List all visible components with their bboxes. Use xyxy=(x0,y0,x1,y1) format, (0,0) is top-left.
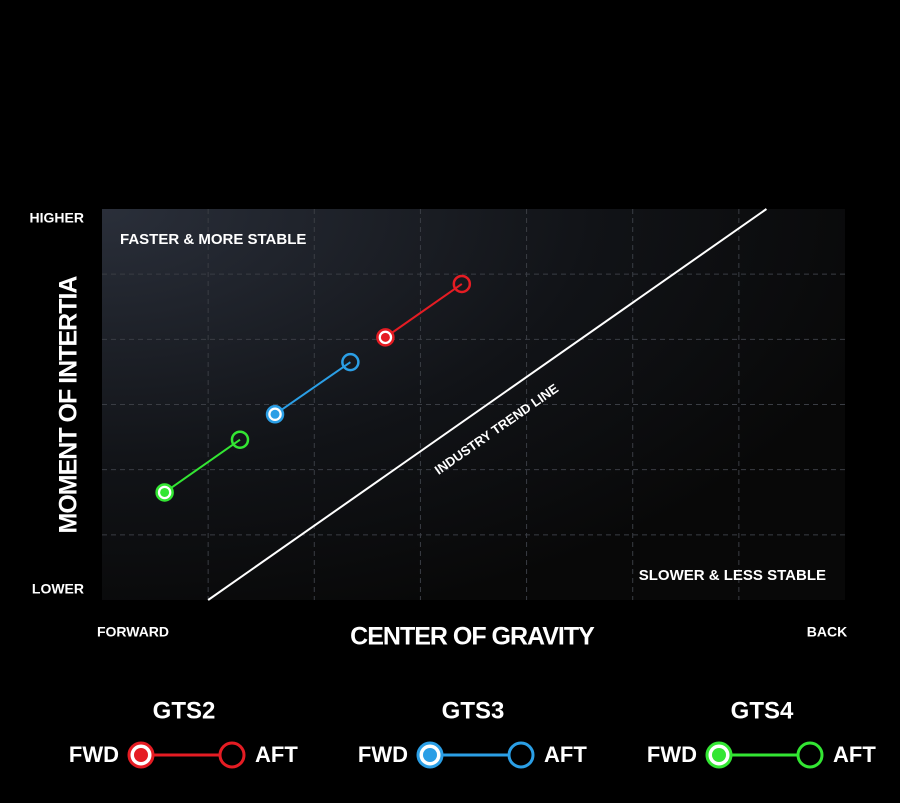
annotation: SLOWER & LESS STABLE xyxy=(639,567,826,584)
legend-aft-label: AFT xyxy=(833,742,876,767)
x-axis-title: CENTER OF GRAVITY xyxy=(350,623,595,651)
legend-aft-label: AFT xyxy=(544,742,587,767)
legend-title: GTS2 xyxy=(153,697,216,724)
series-line xyxy=(274,361,351,416)
x-high-label: BACK xyxy=(807,624,847,640)
legend-aft xyxy=(796,741,824,769)
legend-fwd-core xyxy=(712,748,726,762)
series-line xyxy=(384,283,463,339)
legend-fwd-label: FWD xyxy=(358,742,408,767)
series-line xyxy=(164,438,241,494)
legend-aft xyxy=(507,741,535,769)
legend-fwd-label: FWD xyxy=(69,742,119,767)
x-low-label: FORWARD xyxy=(97,624,169,640)
point-fwd-core xyxy=(160,487,170,497)
legend-fwd-core xyxy=(134,748,148,762)
legend-title: GTS3 xyxy=(442,697,505,724)
point-fwd-core xyxy=(380,332,390,342)
y-axis-title: MOMENT OF INTERTIA xyxy=(55,276,83,534)
point-aft xyxy=(452,274,472,294)
trend-line xyxy=(207,208,768,601)
y-high-label: HIGHER xyxy=(30,210,84,226)
point-aft xyxy=(341,352,360,372)
point-fwd-core xyxy=(270,409,280,419)
legend-fwd-core xyxy=(423,748,437,762)
y-low-label: LOWER xyxy=(32,581,84,597)
annotation: FASTER & MORE STABLE xyxy=(120,231,306,248)
point-aft xyxy=(230,430,250,449)
legend-fwd-label: FWD xyxy=(647,742,697,767)
legend-title: GTS4 xyxy=(731,697,794,724)
legend-aft-label: AFT xyxy=(255,742,298,767)
legend-aft xyxy=(218,741,246,769)
